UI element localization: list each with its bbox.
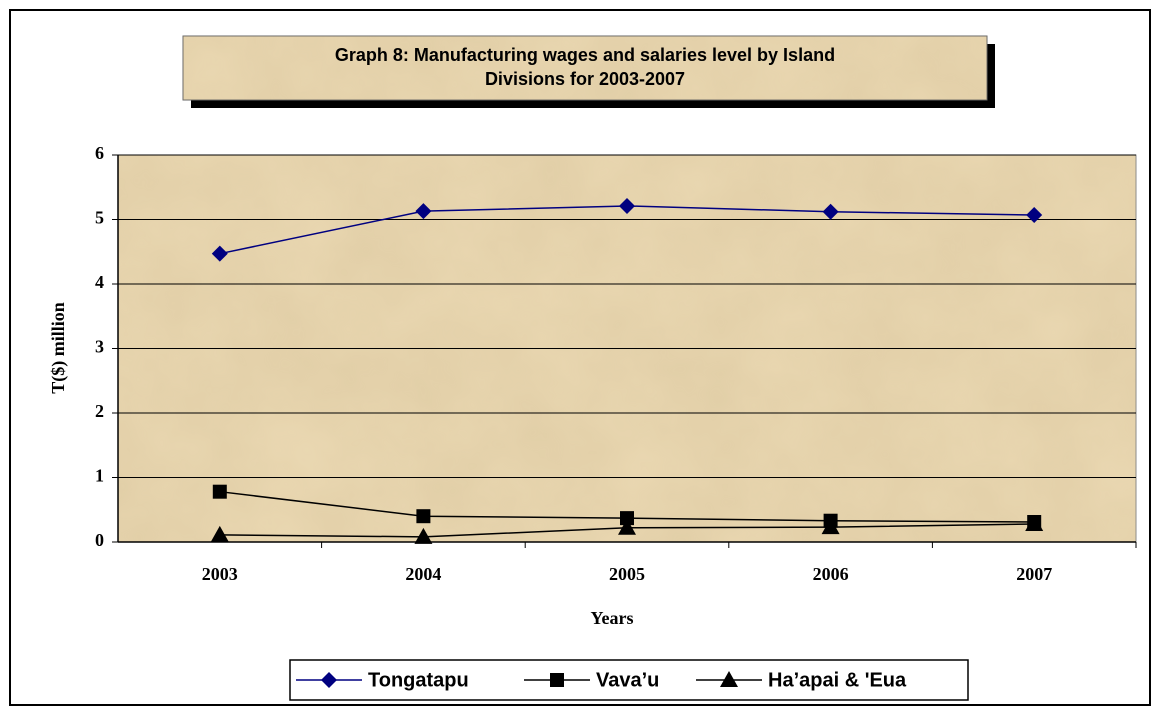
marker: [822, 203, 839, 220]
x-tick-label: 2005: [609, 564, 645, 584]
x-tick-label: 2006: [813, 564, 849, 584]
title-texture: [183, 36, 987, 100]
legend-box: [289, 659, 969, 701]
marker: [1026, 206, 1043, 223]
chart-title: Divisions for 2003-2007: [485, 69, 685, 89]
x-tick-label: 2003: [202, 564, 238, 584]
marker: [416, 509, 431, 524]
marker: [414, 527, 433, 544]
y-tick-label: 5: [95, 208, 104, 228]
legend-label: Tongatapu: [368, 669, 469, 691]
marker: [1025, 514, 1044, 531]
y-tick-label: 6: [95, 143, 104, 163]
marker: [620, 511, 634, 526]
x-tick-label: 2004: [405, 564, 441, 584]
y-axis-label: T($) million: [48, 302, 69, 394]
marker: [619, 197, 635, 214]
marker: [618, 518, 636, 535]
marker: [415, 203, 432, 220]
x-tick-label: 2007: [1016, 564, 1052, 584]
marker: [550, 673, 564, 687]
y-tick-label: 0: [95, 530, 104, 550]
marker: [720, 671, 738, 687]
y-tick-label: 2: [95, 401, 104, 421]
marker: [212, 484, 227, 499]
marker: [321, 672, 337, 688]
y-tick-label: 3: [95, 337, 104, 357]
marker: [821, 518, 840, 535]
y-tick-label: 1: [95, 466, 104, 486]
chart-title: Graph 8: Manufacturing wages and salarie…: [335, 45, 835, 65]
legend-label: Vava’u: [596, 669, 659, 691]
marker: [211, 245, 228, 262]
marker: [210, 525, 229, 542]
y-tick-label: 4: [95, 272, 104, 292]
x-axis-label: Years: [591, 608, 634, 628]
legend-label: Ha’apai & 'Eua: [768, 669, 907, 691]
